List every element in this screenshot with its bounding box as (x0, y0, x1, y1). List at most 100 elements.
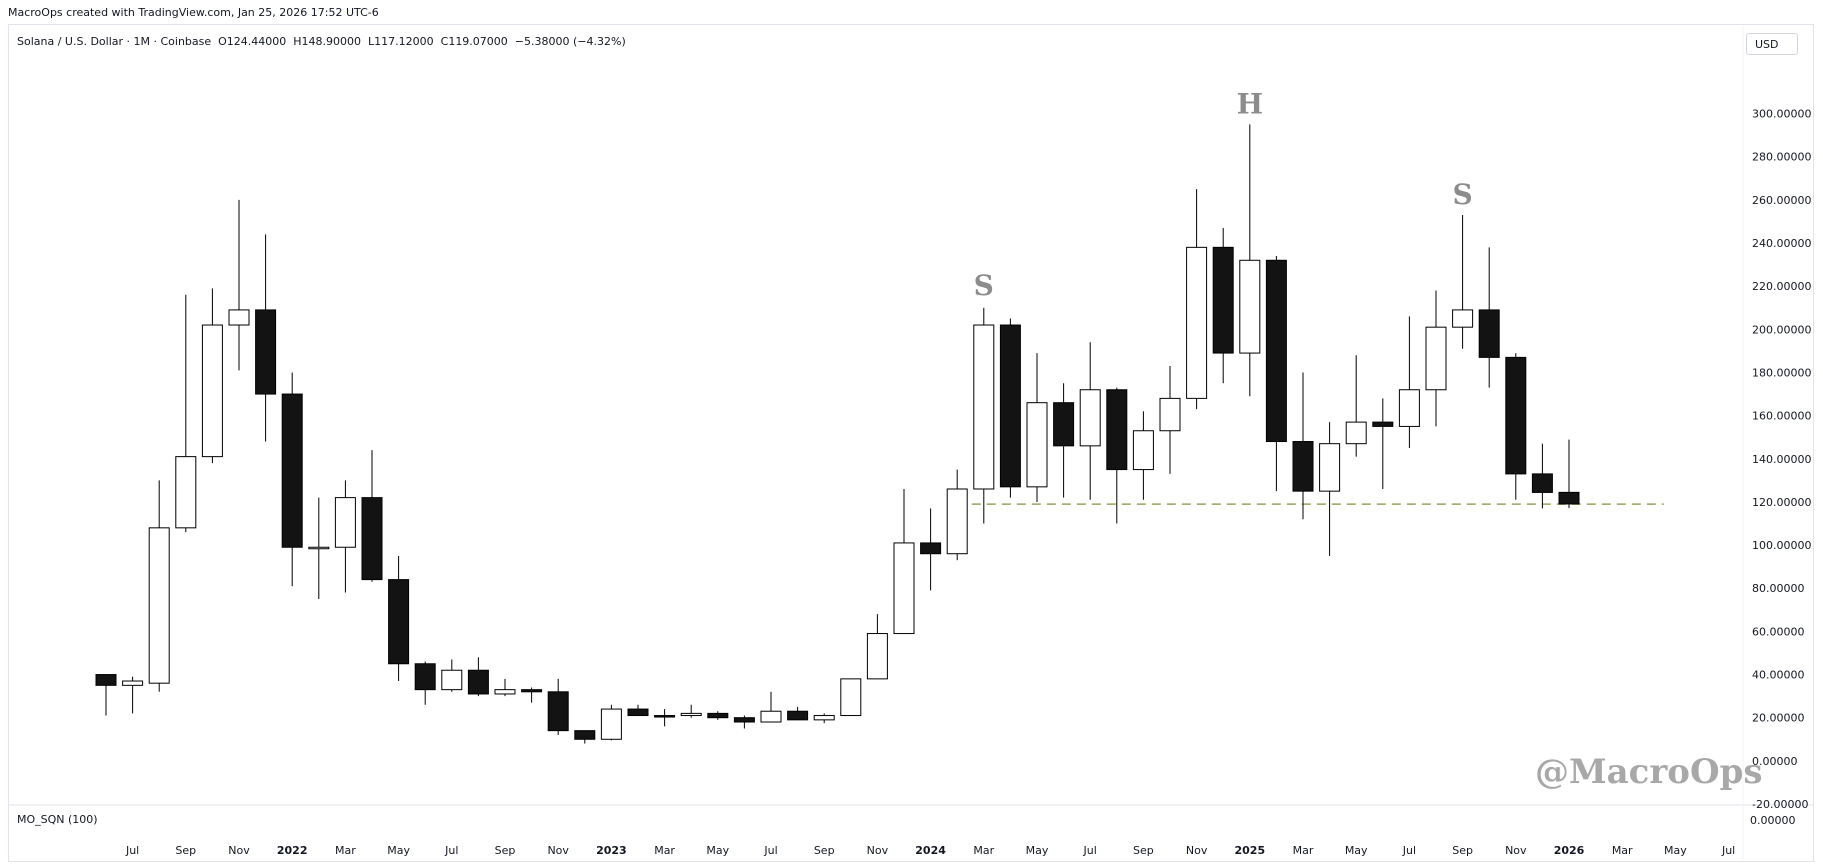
y-tick-label: 0.00000 (1752, 755, 1798, 768)
x-tick-label: Sep (1452, 844, 1473, 857)
x-tick-label: May (1664, 844, 1687, 857)
pattern-label: H (1237, 88, 1263, 121)
indicator-name[interactable]: MO_SQN (100) (17, 813, 98, 826)
candle-body (1292, 441, 1314, 492)
y-tick-label: 260.00000 (1752, 194, 1812, 207)
candle (361, 450, 383, 582)
y-tick-label: -20.00000 (1752, 798, 1808, 811)
candle-body (707, 712, 729, 719)
time-axis[interactable]: Jul Sep Nov 2022 Mar May Jul Sep Nov 2023 Mar May Ju… (125, 844, 1735, 857)
candle-body (148, 527, 170, 684)
x-tick-label: May (1345, 844, 1368, 857)
candle (1265, 255, 1287, 492)
candle-body (1212, 246, 1234, 354)
x-tick-label: Nov (228, 844, 250, 857)
x-tick-label: Jul (1721, 844, 1735, 857)
candle (1132, 411, 1154, 500)
candle (600, 704, 622, 741)
candle-body (1505, 356, 1527, 475)
candle-body (334, 497, 356, 548)
candle (255, 234, 277, 442)
x-tick-label: Jul (444, 844, 458, 857)
symbol-legend[interactable]: Solana / U.S. Dollar · 1M · Coinbase O12… (17, 35, 626, 48)
candle (1372, 398, 1394, 489)
candle-body (228, 309, 250, 326)
candle (1345, 355, 1367, 457)
candle (122, 676, 144, 714)
x-tick-label: Nov (1186, 844, 1208, 857)
x-tick-label: 2024 (915, 844, 946, 857)
y-tick-label: 220.00000 (1752, 280, 1812, 293)
candle-body (1265, 259, 1287, 443)
candle-body (388, 579, 410, 665)
candle (680, 704, 702, 718)
x-tick-label: 2023 (596, 844, 627, 857)
candle (308, 497, 330, 600)
candle-body (547, 691, 569, 732)
y-tick-label: 40.00000 (1752, 669, 1805, 682)
candle (414, 661, 436, 705)
price-axis[interactable]: -20.00000 0.00000 20.00000 40.00000 60.00000… (1752, 108, 1812, 811)
candle (281, 372, 303, 587)
candle-body (680, 712, 702, 717)
candle-body (1106, 389, 1128, 471)
candle-body (1239, 259, 1261, 354)
x-tick-label: Sep (175, 844, 196, 857)
candle-body (122, 680, 144, 686)
y-tick-label: 200.00000 (1752, 323, 1812, 336)
x-tick-label: 2025 (1234, 844, 1265, 857)
candle-body (920, 542, 942, 555)
candles-group (95, 124, 1580, 744)
candle-body (1186, 246, 1208, 399)
candle-body (1558, 491, 1580, 505)
x-tick-label: Mar (1293, 844, 1314, 857)
candle (973, 307, 995, 524)
candle (547, 678, 569, 735)
x-tick-label: May (1026, 844, 1049, 857)
candle (441, 659, 463, 692)
candle (467, 657, 489, 697)
candle-body (654, 715, 676, 718)
candle-body (1345, 421, 1367, 445)
candle (1186, 189, 1208, 410)
candle (228, 199, 250, 371)
candle-body (494, 689, 516, 695)
candle (574, 730, 596, 744)
candle-body (733, 717, 755, 723)
candle (494, 678, 516, 697)
x-tick-label: 2026 (1554, 844, 1585, 857)
x-tick-label: Nov (547, 844, 569, 857)
y-tick-label: 20.00000 (1752, 712, 1805, 725)
candle (920, 508, 942, 591)
x-tick-label: May (387, 844, 410, 857)
candle (521, 687, 543, 703)
candle (866, 614, 888, 680)
candle (813, 713, 835, 724)
candle (1478, 247, 1500, 388)
x-tick-label: Mar (654, 844, 675, 857)
candle (1212, 227, 1234, 384)
x-tick-label: Mar (973, 844, 994, 857)
candle-body (813, 715, 835, 721)
candle (1319, 422, 1341, 556)
candle (95, 674, 117, 716)
y-tick-label: 100.00000 (1752, 539, 1812, 552)
y-tick-label: 240.00000 (1752, 237, 1812, 250)
candle (946, 469, 968, 561)
candle (787, 706, 809, 721)
candle-body (600, 708, 622, 740)
pattern-label: S (1452, 178, 1472, 211)
candle-body (1398, 389, 1420, 427)
candle (1398, 316, 1420, 448)
candle-body (1159, 397, 1181, 432)
candle-body (627, 708, 649, 717)
pattern-labels: S H S (974, 88, 1473, 302)
y-tick-label: 300.00000 (1752, 108, 1812, 121)
currency-selector[interactable]: USD (1746, 33, 1798, 55)
candle-body (361, 497, 383, 581)
candle-body (1372, 421, 1394, 427)
y-tick-label: 80.00000 (1752, 582, 1805, 595)
y-tick-label: 60.00000 (1752, 625, 1805, 638)
candle-body (1079, 389, 1101, 447)
